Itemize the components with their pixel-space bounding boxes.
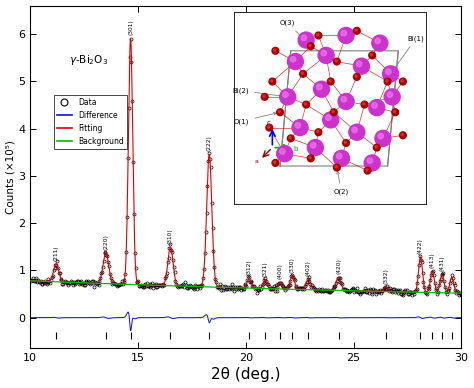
Text: (312): (312) <box>246 260 252 275</box>
Text: (321): (321) <box>263 261 268 277</box>
Text: (301): (301) <box>128 19 133 35</box>
Text: (211): (211) <box>54 245 59 260</box>
Y-axis label: Counts (×10⁵): Counts (×10⁵) <box>6 140 16 214</box>
Text: (420): (420) <box>336 258 341 274</box>
Text: (431): (431) <box>439 256 445 272</box>
X-axis label: 2θ (deg.): 2θ (deg.) <box>211 367 281 383</box>
Text: (413): (413) <box>430 252 435 268</box>
Text: (422): (422) <box>418 238 423 253</box>
Text: (400): (400) <box>278 263 283 279</box>
Text: $\gamma$-Bi$_2$O$_3$: $\gamma$-Bi$_2$O$_3$ <box>69 53 109 67</box>
Text: (330): (330) <box>290 257 295 273</box>
Text: (402): (402) <box>306 260 311 276</box>
Text: (222): (222) <box>207 135 212 151</box>
Text: (310): (310) <box>168 228 173 244</box>
Legend: Data, Difference, Fitting, Background: Data, Difference, Fitting, Background <box>54 95 127 149</box>
Text: (332): (332) <box>383 268 389 284</box>
Text: (220): (220) <box>103 234 108 249</box>
